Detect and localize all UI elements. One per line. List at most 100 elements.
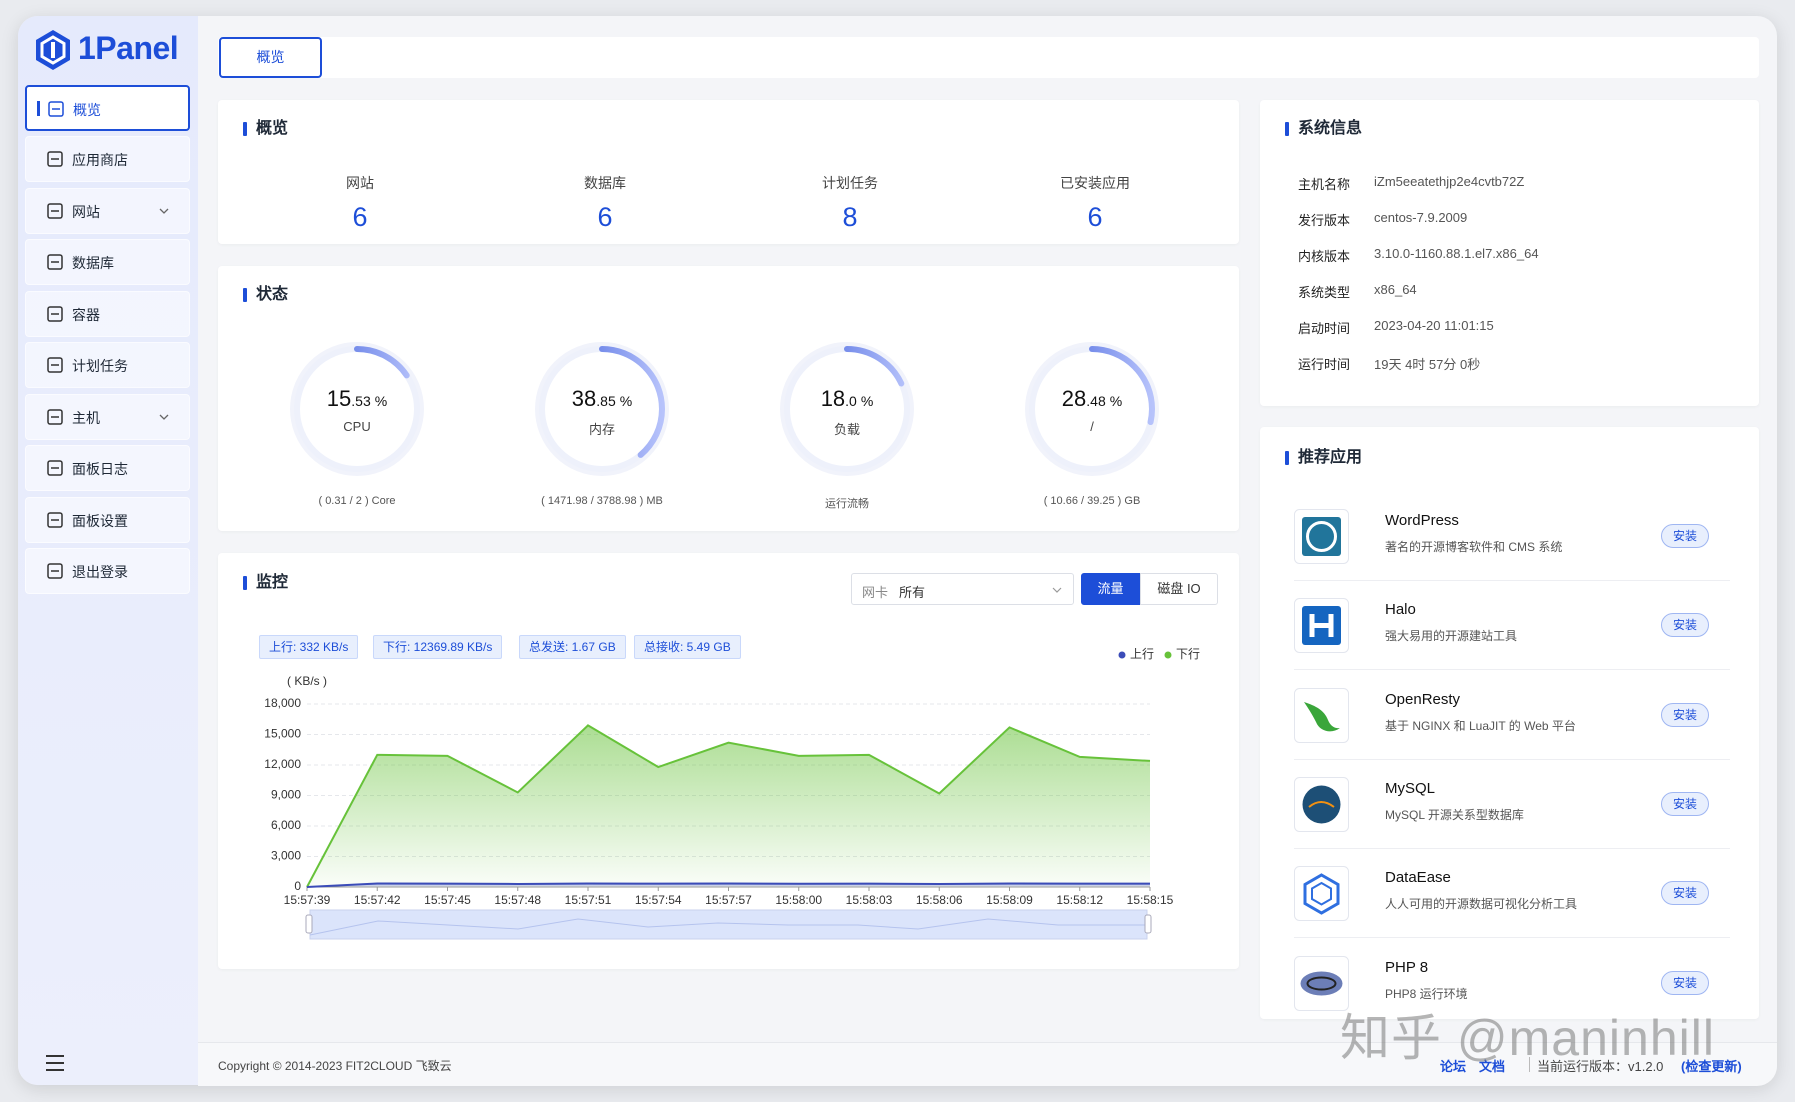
install-button[interactable]: 安装 (1661, 791, 1709, 816)
menu-icon (47, 460, 63, 476)
y-tick-label: 18,000 (264, 696, 301, 710)
menu-label: 面板日志 (72, 461, 128, 477)
info-key: 系统类型 (1298, 285, 1351, 300)
footer-link[interactable]: 文档 (1479, 1059, 1506, 1074)
x-tick-label: 15:58:06 (916, 893, 963, 907)
nic-select[interactable]: 网卡 所有 (851, 573, 1074, 605)
gauge-unit: % (860, 393, 874, 409)
x-tick-label: 15:58:03 (846, 893, 893, 907)
y-tick-label: 15,000 (264, 727, 301, 741)
app-logo (1304, 701, 1340, 731)
menu-item[interactable]: 网站 (25, 188, 190, 234)
line (306, 724, 1151, 888)
gauge-unit: % (374, 393, 388, 409)
legend-label: 上行 (1130, 647, 1154, 661)
menu-item[interactable]: 数据库 (25, 239, 190, 285)
menu-item[interactable]: 退出登录 (25, 548, 190, 594)
gauge-name: / (1090, 419, 1094, 434)
footer: Copyright © 2014-2023 FIT2CLOUD 飞致云 论坛 文档 当… (198, 1042, 1777, 1086)
submenu-chevron (159, 414, 169, 420)
gauge-name: 负载 (833, 422, 860, 437)
monitor-card: 监控 ( KB/s ) 0 3,000 6,000 9,000 12,000 15,000 18… (218, 553, 1239, 969)
title-bar (243, 122, 247, 136)
app-description: 人人可用的开源数据可视化分析工具 (1385, 897, 1578, 912)
logo-stroke (51, 42, 55, 58)
install-button[interactable]: 安装 (1661, 613, 1709, 638)
menu-item[interactable]: 面板设置 (25, 497, 190, 543)
logo-icon (36, 30, 70, 70)
traffic-chart: ( KB/s ) 0 3,000 6,000 9,000 12,000 15,000 18,0… (264, 647, 1200, 940)
menu-icon-shape (47, 357, 63, 373)
card-title: 推荐应用 (1298, 449, 1363, 466)
menu-icon (47, 151, 63, 167)
menu-icon-shape (47, 512, 63, 528)
x-tick-label: 15:57:39 (284, 893, 331, 907)
install-button[interactable]: 安装 (1661, 524, 1709, 548)
menu-item[interactable]: 应用商店 (25, 136, 190, 182)
info-value: iZm5eeatethjp2e4cvtb72Z (1374, 174, 1525, 189)
gauge-decimal: .48 (1086, 393, 1106, 409)
menu-item[interactable]: 容器 (25, 291, 190, 337)
separator (1294, 669, 1730, 671)
zoom-handle (1144, 914, 1152, 934)
app-icon (1294, 687, 1349, 743)
menu-item[interactable]: 概览 (25, 85, 190, 131)
menu-label: 容器 (72, 307, 100, 323)
app-description: 强大易用的开源建站工具 (1385, 629, 1518, 644)
app-name: WordPress (1385, 512, 1459, 529)
menu-icon (47, 409, 63, 425)
menu-label: 退出登录 (72, 564, 128, 580)
app-name: OpenResty (1385, 690, 1461, 708)
system-info-card: 系统信息 主机名称 iZm5eeatethjp2e4cvtb72Z 发行版本 cento… (1260, 100, 1759, 406)
overview-card: 概览 网站 6 数据库 6 计划任务 8 已安装应用 6 (218, 100, 1239, 244)
app-description: 基于 NGINX 和 LuaJIT 的 Web 平台 (1385, 718, 1576, 733)
collapse-icon[interactable] (44, 1053, 68, 1073)
gauge-unit: % (1109, 393, 1123, 409)
title-bar (1285, 451, 1289, 465)
title-bar (243, 576, 247, 590)
info-key: 内核版本 (1298, 249, 1351, 264)
menu-icon-shape (47, 203, 63, 219)
active-indicator (37, 101, 40, 116)
separator (1294, 937, 1730, 939)
install-button[interactable]: 安装 (1661, 881, 1709, 906)
menu-label: 数据库 (72, 255, 114, 271)
menu-item[interactable]: 主机 (25, 394, 190, 440)
title-bar (243, 288, 247, 302)
x-tick-label: 15:58:09 (986, 893, 1033, 907)
menu-label: 网站 (72, 204, 100, 220)
stat-chip: 总发送: 1.67 GB (519, 635, 626, 659)
legend-marker (1164, 651, 1172, 659)
footer-link[interactable]: 论坛 (1440, 1059, 1467, 1074)
toggle-button[interactable]: 磁盘 IO (1140, 573, 1218, 605)
divider (1529, 1057, 1530, 1072)
gauge (535, 342, 669, 476)
info-key: 发行版本 (1298, 213, 1351, 228)
tab[interactable]: 概览 (219, 37, 322, 78)
gauge-detail: ( 1471.98 / 3788.98 ) MB (541, 495, 663, 507)
tab-bar: 概览 (218, 37, 1759, 78)
x-tick-label: 15:58:15 (1127, 893, 1174, 907)
menu-label: 主机 (72, 410, 100, 426)
menu-item[interactable]: 面板日志 (25, 445, 190, 491)
toggle-button[interactable]: 流量 (1081, 573, 1140, 605)
app-logo (1300, 971, 1343, 995)
version: 当前运行版本：v1.2.0 (1537, 1059, 1664, 1074)
info-key: 启动时间 (1298, 321, 1351, 336)
app-name: MySQL (1385, 779, 1436, 797)
menu-icon-shape (47, 563, 63, 579)
menu-icon (47, 254, 63, 270)
install-button[interactable]: 安装 (1661, 970, 1709, 995)
y-tick-label: 9,000 (271, 788, 301, 802)
stat-label: 数据库 (584, 175, 626, 191)
stat-chip: 下行: 12369.89 KB/s (373, 635, 503, 659)
menu-item[interactable]: 计划任务 (25, 342, 190, 388)
gauge-arc (539, 346, 665, 472)
install-button[interactable]: 安装 (1661, 702, 1709, 727)
y-tick-label: 0 (294, 879, 301, 893)
info-key: 运行时间 (1298, 357, 1351, 372)
select-chevron (1052, 587, 1062, 593)
y-tick-label: 6,000 (271, 818, 301, 832)
app-logo (1308, 800, 1335, 808)
check-update[interactable]: (检查更新) (1681, 1059, 1742, 1074)
